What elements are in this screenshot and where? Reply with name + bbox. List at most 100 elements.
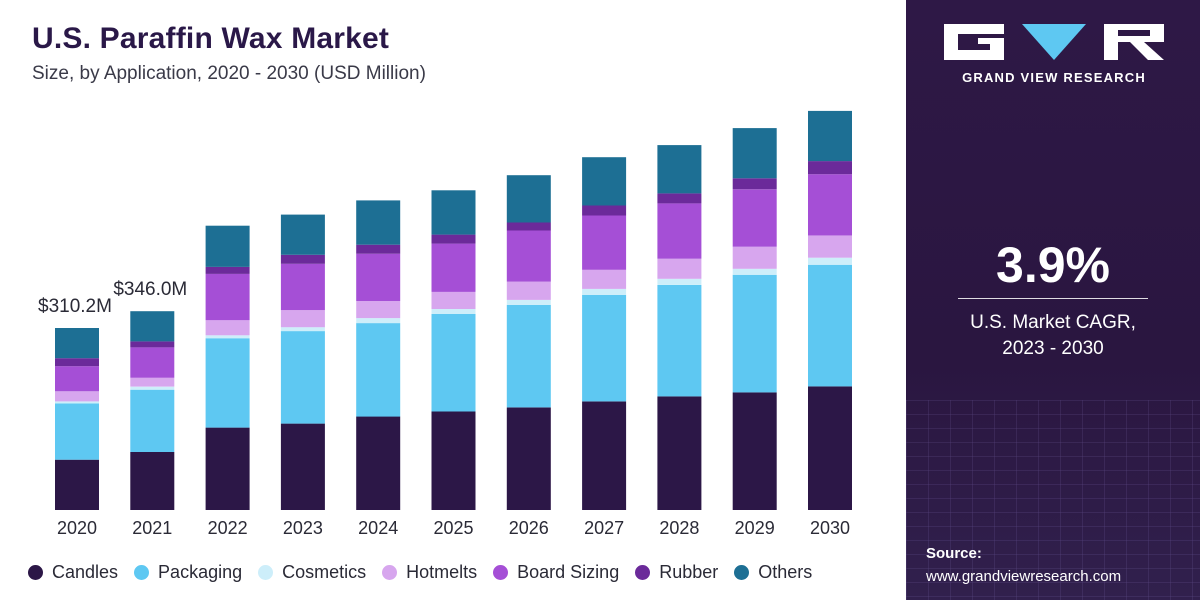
bar-segment-cosmetics-2026 xyxy=(506,299,551,305)
bar-segment-others-2020 xyxy=(55,328,99,359)
data-label-2021: $346.0M xyxy=(113,279,187,300)
bar-segment-candles-2025 xyxy=(431,411,476,510)
bar-segment-candles-2030 xyxy=(808,386,852,510)
cagr-label-line2: 2023 - 2030 xyxy=(1002,338,1104,359)
x-tick-label-2025: 2025 xyxy=(433,518,473,538)
bar-segment-packaging-2022 xyxy=(205,338,250,428)
bar-segment-board-sizing-2022 xyxy=(205,273,250,321)
bar-segment-hotmelts-2025 xyxy=(431,291,476,309)
bar-segment-hotmelts-2028 xyxy=(657,258,702,279)
bar-segment-candles-2029 xyxy=(732,392,777,510)
bar-segment-packaging-2028 xyxy=(657,284,702,397)
bar-segment-rubber-2021 xyxy=(130,341,175,348)
source-title: Source: xyxy=(926,545,982,562)
bar-segment-rubber-2020 xyxy=(55,358,99,367)
decorative-grid xyxy=(906,400,1200,600)
legend-label-others: Others xyxy=(758,562,813,582)
brand-name: GRAND VIEW RESEARCH xyxy=(962,70,1146,85)
chart-title: U.S. Paraffin Wax Market xyxy=(32,22,390,55)
legend-label-candles: Candles xyxy=(52,562,119,582)
legend-label-rubber: Rubber xyxy=(659,562,719,582)
legend-item-board-sizing: Board Sizing xyxy=(493,562,619,583)
bar-segment-hotmelts-2027 xyxy=(582,269,627,289)
bar-segment-hotmelts-2023 xyxy=(280,310,325,328)
bar-segment-packaging-2025 xyxy=(431,314,476,412)
legend-item-packaging: Packaging xyxy=(134,562,242,583)
cagr-value: 3.9% xyxy=(996,237,1110,293)
source-link[interactable]: www.grandviewresearch.com xyxy=(926,568,1122,585)
bar-segment-candles-2027 xyxy=(582,401,627,510)
data-label-2020: $310.2M xyxy=(38,296,112,317)
bar-segment-others-2027 xyxy=(582,157,627,206)
x-tick-label-2029: 2029 xyxy=(735,518,775,538)
x-tick-label-2026: 2026 xyxy=(509,518,549,538)
bar-segment-candles-2024 xyxy=(356,416,401,510)
bar-segment-board-sizing-2027 xyxy=(582,215,627,270)
bar-segment-board-sizing-2025 xyxy=(431,243,476,292)
bar-segment-rubber-2027 xyxy=(582,205,627,216)
x-tick-label-2024: 2024 xyxy=(358,518,398,538)
legend-item-hotmelts: Hotmelts xyxy=(382,562,477,583)
divider xyxy=(958,298,1148,299)
bar-segment-board-sizing-2023 xyxy=(280,263,325,311)
legend-swatch-rubber xyxy=(635,565,651,580)
chart-legend: Candles Packaging Cosmetics Hotmelts Board S… xyxy=(28,562,828,583)
bar-segment-packaging-2021 xyxy=(130,389,175,452)
bar-segment-candles-2023 xyxy=(280,423,325,510)
bar-segment-packaging-2029 xyxy=(732,274,777,393)
x-tick-label-2028: 2028 xyxy=(659,518,699,538)
bar-segment-others-2022 xyxy=(205,225,250,267)
legend-swatch-hotmelts xyxy=(382,565,398,580)
bar-segment-candles-2022 xyxy=(205,427,250,510)
x-tick-label-2023: 2023 xyxy=(283,518,323,538)
bar-segment-hotmelts-2022 xyxy=(205,320,250,336)
bar-segment-rubber-2022 xyxy=(205,266,250,274)
bar-segment-packaging-2030 xyxy=(808,264,852,387)
bar-segment-others-2030 xyxy=(808,110,852,162)
bar-segment-board-sizing-2026 xyxy=(506,230,551,282)
bar-segment-rubber-2024 xyxy=(356,244,401,254)
legend-label-board-sizing: Board Sizing xyxy=(517,562,620,582)
bar-segment-cosmetics-2029 xyxy=(732,268,777,275)
side-panel: GRAND VIEW RESEARCH 3.9% U.S. Market CAG… xyxy=(906,0,1200,600)
chart-subtitle: Size, by Application, 2020 - 2030 (USD M… xyxy=(32,63,426,84)
bar-segment-hotmelts-2020 xyxy=(55,391,99,402)
bar-segment-board-sizing-2024 xyxy=(356,253,401,301)
bar-segment-others-2028 xyxy=(657,145,702,194)
bar-segment-cosmetics-2023 xyxy=(280,327,325,332)
stacked-bar-chart: 2020 2021 2022 2023 2024 2025 2026 2027 2028 2029… xyxy=(38,110,852,538)
bar-segment-board-sizing-2021 xyxy=(130,347,175,378)
bar-segment-hotmelts-2030 xyxy=(808,235,852,258)
bar-segment-cosmetics-2022 xyxy=(205,335,250,339)
legend-swatch-board-sizing xyxy=(493,565,509,580)
legend-swatch-cosmetics xyxy=(258,565,274,580)
bar-segment-cosmetics-2020 xyxy=(55,401,99,404)
legend-item-others: Others xyxy=(734,562,812,583)
legend-swatch-candles xyxy=(28,565,43,580)
legend-item-candles: Candles xyxy=(28,562,118,583)
bar-segment-candles-2021 xyxy=(130,452,175,510)
bar-segment-others-2021 xyxy=(130,311,175,342)
legend-label-packaging: Packaging xyxy=(158,562,243,582)
gvr-logo-icon xyxy=(944,24,1164,60)
legend-swatch-packaging xyxy=(134,565,150,580)
bar-segment-packaging-2023 xyxy=(280,331,325,424)
bar-segment-rubber-2025 xyxy=(431,234,476,244)
legend-item-cosmetics: Cosmetics xyxy=(258,562,366,583)
bar-segment-hotmelts-2021 xyxy=(130,377,175,387)
bar-segment-others-2029 xyxy=(732,128,777,179)
bar-segment-packaging-2024 xyxy=(356,323,401,417)
legend-label-cosmetics: Cosmetics xyxy=(282,562,367,582)
bar-segment-rubber-2030 xyxy=(808,161,852,175)
bar-segment-others-2026 xyxy=(506,175,551,223)
bar-segment-cosmetics-2028 xyxy=(657,278,702,285)
bar-segment-rubber-2023 xyxy=(280,254,325,264)
bar-segment-hotmelts-2029 xyxy=(732,246,777,269)
bar-segment-rubber-2029 xyxy=(732,178,777,190)
bar-segment-rubber-2028 xyxy=(657,193,702,204)
bar-segment-cosmetics-2030 xyxy=(808,257,852,265)
bar-segment-packaging-2020 xyxy=(55,403,99,460)
bar-segment-candles-2020 xyxy=(55,459,99,510)
bar-segment-others-2024 xyxy=(356,200,401,245)
bar-segment-board-sizing-2029 xyxy=(732,189,777,247)
